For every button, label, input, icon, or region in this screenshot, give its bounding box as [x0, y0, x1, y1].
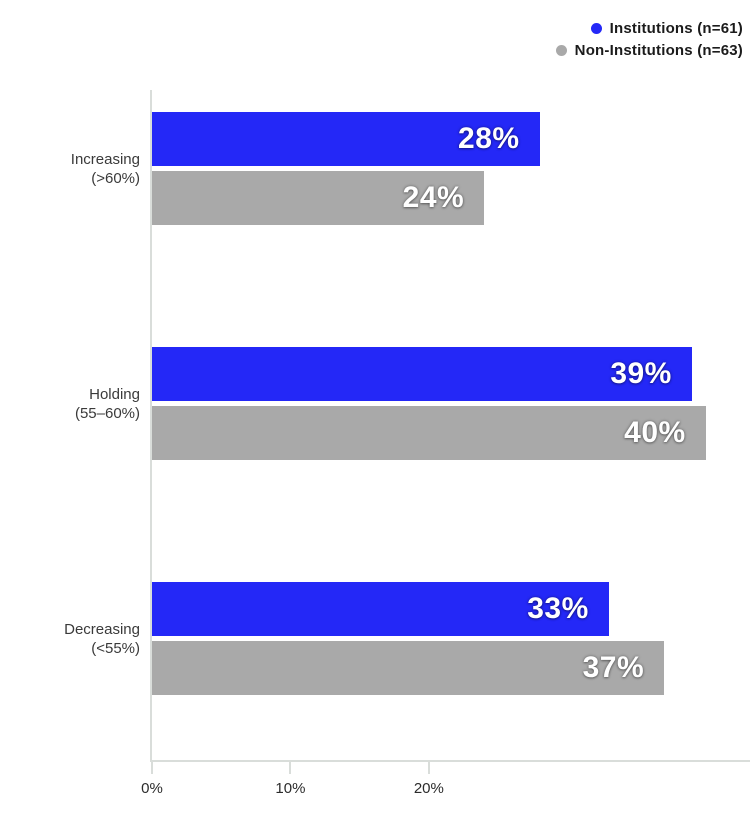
legend-item-non-institutions: Non-Institutions (n=63)	[555, 39, 743, 61]
category-label-line1: Holding	[89, 385, 140, 403]
bar-non-institutions: 40%	[152, 406, 706, 460]
bar-value-label: 28%	[458, 122, 520, 155]
x-axis-tick-mark	[151, 760, 153, 774]
x-axis-tick-label: 0%	[141, 780, 163, 797]
bar-value-label: 40%	[624, 416, 686, 449]
bar-institutions: 39%	[152, 347, 692, 401]
legend: Institutions (n=61) Non-Institutions (n=…	[555, 17, 743, 61]
bar-value-label: 39%	[610, 357, 672, 390]
legend-label-non-institutions: Non-Institutions (n=63)	[574, 41, 743, 59]
bar-group: Decreasing (<55%) 33% 37%	[64, 582, 750, 695]
category-label-line2: (55–60%)	[74, 404, 140, 422]
bar-value-label: 24%	[402, 181, 465, 214]
plot-area: Increasing (>60%) 28% 24% Holding (55–60%) 39%…	[64, 90, 750, 797]
category-label-line1: Increasing	[70, 150, 140, 168]
x-axis-tick-label: 10%	[275, 780, 306, 797]
category-label-line1: Decreasing	[64, 620, 140, 638]
category-label: Increasing (>60%)	[0, 150, 140, 188]
legend-item-institutions: Institutions (n=61)	[556, 17, 743, 39]
x-axis-tick-label: 20%	[413, 780, 444, 797]
x-axis-tick-mark	[289, 760, 292, 774]
bar-group: Increasing (>60%) 28% 24%	[71, 112, 750, 225]
bar-value-label: 33%	[527, 592, 589, 625]
category-label: Decreasing (<55%)	[0, 620, 140, 658]
x-axis-tick-mark	[427, 760, 430, 774]
bar-institutions: 33%	[152, 582, 609, 636]
bar-value-label: 37%	[582, 651, 645, 684]
bar-group: Holding (55–60%) 39% 40%	[75, 347, 750, 460]
bar-non-institutions: 24%	[152, 171, 485, 225]
category-label-line2: (>60%)	[91, 169, 140, 187]
category-label: Holding (55–60%)	[0, 385, 140, 423]
legend-dot-non-institutions-icon	[555, 44, 567, 56]
bar-institutions: 28%	[152, 112, 540, 166]
legend-dot-institutions-icon	[590, 22, 602, 34]
legend-label-institutions: Institutions (n=61)	[609, 19, 743, 37]
category-label-line2: (<55%)	[91, 639, 140, 657]
bar-non-institutions: 37%	[152, 641, 665, 695]
